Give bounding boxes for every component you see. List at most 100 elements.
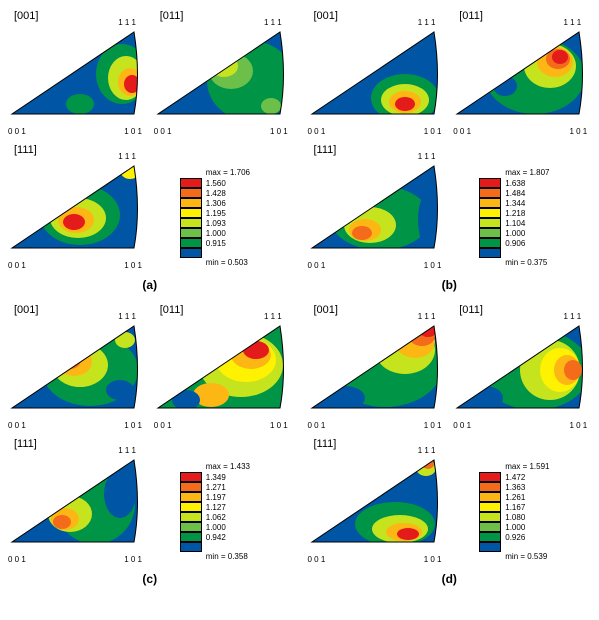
legend-row: 1.093 xyxy=(180,218,250,228)
colorbar-legend: max = 1.591 1.472 1.363 1.261 1.167 1.08… xyxy=(479,462,549,562)
triangle-wrap: 1 1 1 0 0 1 1 0 1 xyxy=(10,320,140,420)
legend-row: 1.167 xyxy=(479,502,549,512)
ipf-cell: [001] 1 1 1 0 0 1 1 0 1 xyxy=(304,302,450,432)
vertex-101: 1 0 1 xyxy=(124,127,142,136)
ipf-triangle xyxy=(455,320,585,412)
triangle-wrap: 1 1 1 0 0 1 1 0 1 xyxy=(310,160,440,260)
sublabel: (c) xyxy=(0,572,300,586)
ipf-cell: [001] 1 1 1 0 0 1 1 0 1 xyxy=(304,8,450,138)
legend-value: 1.080 xyxy=(505,513,525,522)
legend-value: 1.000 xyxy=(206,523,226,532)
legend-value: 1.349 xyxy=(206,473,226,482)
vertex-111: 1 1 1 xyxy=(118,152,136,161)
triangle-wrap: 1 1 1 0 0 1 1 0 1 xyxy=(10,454,140,554)
legend-swatch xyxy=(180,238,202,248)
legend-max: max = 1.591 xyxy=(505,462,549,472)
panel: [001] 1 1 1 0 0 1 1 0 1 [011] 1 1 1 xyxy=(300,302,599,596)
vertex-001: 0 0 1 xyxy=(154,127,172,136)
legend-swatch xyxy=(479,248,501,258)
vertex-001: 0 0 1 xyxy=(8,555,26,564)
vertex-101: 1 0 1 xyxy=(124,555,142,564)
triangle-wrap: 1 1 1 0 0 1 1 0 1 xyxy=(455,26,585,126)
vertex-111: 1 1 1 xyxy=(118,312,136,321)
legend-value: 1.000 xyxy=(505,523,525,532)
vertex-001: 0 0 1 xyxy=(154,421,172,430)
legend-swatch xyxy=(479,208,501,218)
legend-value: 1.195 xyxy=(206,209,226,218)
vertex-101: 1 0 1 xyxy=(270,421,288,430)
legend-row: 1.638 xyxy=(479,178,549,188)
legend-row: 1.062 xyxy=(180,512,250,522)
legend-swatch xyxy=(180,512,202,522)
vertex-101: 1 0 1 xyxy=(424,127,442,136)
legend-swatch xyxy=(180,208,202,218)
legend-cell: max = 1.433 1.349 1.271 1.197 1.127 1.06… xyxy=(150,432,296,562)
vertex-001: 0 0 1 xyxy=(453,127,471,136)
colorbar-legend: max = 1.807 1.638 1.484 1.344 1.218 1.10… xyxy=(479,168,549,268)
legend-value: 1.484 xyxy=(505,189,525,198)
legend-value: 1.344 xyxy=(505,199,525,208)
ipf-triangle xyxy=(310,26,440,118)
ipf-cell: [111] 1 1 1 0 0 1 1 0 1 xyxy=(304,436,450,566)
legend-max: max = 1.706 xyxy=(206,168,250,178)
legend-swatch xyxy=(479,502,501,512)
direction-label: [011] xyxy=(160,10,184,22)
legend-swatch xyxy=(180,228,202,238)
triangle-wrap: 1 1 1 0 0 1 1 0 1 xyxy=(310,26,440,126)
legend-row: 1.000 xyxy=(479,522,549,532)
legend-swatch xyxy=(479,188,501,198)
legend-swatch xyxy=(479,532,501,542)
triangle-wrap: 1 1 1 0 0 1 1 0 1 xyxy=(455,320,585,420)
legend-min: min = 0.503 xyxy=(206,258,250,268)
legend-value: 1.428 xyxy=(206,189,226,198)
legend-value: 1.000 xyxy=(505,229,525,238)
triangle-wrap: 1 1 1 0 0 1 1 0 1 xyxy=(310,454,440,554)
legend-swatch xyxy=(180,472,202,482)
legend-swatch xyxy=(479,198,501,208)
legend-row: 1.349 xyxy=(180,472,250,482)
ipf-cell: [111] 1 1 1 0 0 1 1 0 1 xyxy=(304,142,450,272)
direction-label: [001] xyxy=(14,304,38,316)
legend-swatch xyxy=(180,188,202,198)
triangle-wrap: 1 1 1 0 0 1 1 0 1 xyxy=(310,320,440,420)
ipf-triangle xyxy=(10,160,140,252)
legend-cell: max = 1.807 1.638 1.484 1.344 1.218 1.10… xyxy=(449,138,595,268)
legend-swatch xyxy=(479,228,501,238)
vertex-111: 1 1 1 xyxy=(563,312,581,321)
ipf-triangle xyxy=(455,26,585,118)
legend-row: 1.271 xyxy=(180,482,250,492)
ipf-cell: [011] 1 1 1 0 0 1 1 0 1 xyxy=(449,8,595,138)
legend-swatch xyxy=(180,248,202,258)
direction-label: [011] xyxy=(160,304,184,316)
vertex-001: 0 0 1 xyxy=(8,127,26,136)
legend-row: 1.344 xyxy=(479,198,549,208)
direction-label: [011] xyxy=(459,10,483,22)
legend-row: 1.104 xyxy=(479,218,549,228)
legend-swatch xyxy=(479,218,501,228)
vertex-101: 1 0 1 xyxy=(569,127,587,136)
vertex-001: 0 0 1 xyxy=(308,261,326,270)
legend-value: 0.915 xyxy=(206,239,226,248)
vertex-101: 1 0 1 xyxy=(424,555,442,564)
direction-label: [111] xyxy=(314,144,337,156)
legend-row: 1.000 xyxy=(479,228,549,238)
vertex-101: 1 0 1 xyxy=(124,421,142,430)
legend-value: 0.942 xyxy=(206,533,226,542)
legend-row: 1.560 xyxy=(180,178,250,188)
ipf-cell: [011] 1 1 1 0 0 1 1 0 1 xyxy=(449,302,595,432)
ipf-figure: [001] 1 1 1 0 0 1 1 0 1 [011] 1 1 1 xyxy=(0,0,599,600)
legend-max: max = 1.807 xyxy=(505,168,549,178)
panel-grid: [001] 1 1 1 0 0 1 1 0 1 [011] 1 1 1 xyxy=(300,302,599,566)
legend-row: 1.218 xyxy=(479,208,549,218)
legend-min: min = 0.375 xyxy=(505,258,549,268)
legend-row: 1.472 xyxy=(479,472,549,482)
legend-row xyxy=(180,542,250,552)
legend-value: 1.062 xyxy=(206,513,226,522)
direction-label: [011] xyxy=(459,304,483,316)
legend-value: 1.363 xyxy=(505,483,525,492)
legend-swatch xyxy=(180,492,202,502)
ipf-triangle xyxy=(310,160,440,252)
legend-row: 1.261 xyxy=(479,492,549,502)
ipf-cell: [011] 1 1 1 0 0 1 1 0 1 xyxy=(150,302,296,432)
legend-swatch xyxy=(479,178,501,188)
